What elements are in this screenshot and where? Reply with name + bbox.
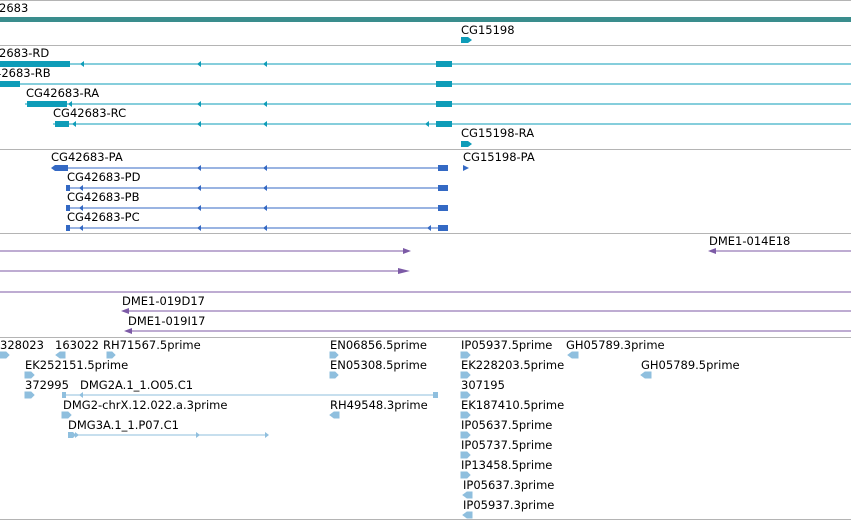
transcript-rd-label[interactable]: 2683-RD — [0, 46, 50, 60]
est-rh49548-label[interactable]: RH49548.3prime — [330, 398, 428, 412]
protein-pa-glyph[interactable] — [51, 165, 448, 171]
est-dmg2a1-label[interactable]: DMG2A.1_1.O05.C1 — [80, 378, 194, 392]
transcript-rc-label[interactable]: CG42683-RC — [53, 106, 127, 120]
protein-pb-glyph[interactable] — [66, 205, 448, 211]
est-dmg2a1-glyph[interactable] — [62, 392, 438, 398]
cg15198-pa-glyph[interactable] — [463, 165, 469, 171]
est-ek252151-label[interactable]: EK252151.5prime — [25, 358, 129, 372]
est-307195-glyph[interactable] — [460, 391, 471, 399]
est-307195-label[interactable]: 307195 — [461, 378, 505, 392]
est-ip05737-5-glyph[interactable] — [460, 451, 471, 459]
est-en06856-glyph[interactable] — [329, 351, 339, 359]
est-372995-label[interactable]: 372995 — [25, 378, 69, 392]
est-rh71567-label[interactable]: RH71567.5prime — [103, 338, 201, 352]
est-gh05789-5-label[interactable]: GH05789.5prime — [641, 358, 740, 372]
est-ek252151-glyph[interactable] — [24, 371, 35, 379]
est-328023-label[interactable]: 328023 — [0, 338, 44, 352]
est-en05308-glyph[interactable] — [329, 371, 339, 379]
est-ek187410-label[interactable]: EK187410.5prime — [461, 398, 565, 412]
est-ip05737-5-label[interactable]: IP05737.5prime — [461, 438, 553, 452]
est-ip05637-5-glyph[interactable] — [460, 431, 471, 439]
track-separator — [0, 45, 851, 46]
est-en06856-label[interactable]: EN06856.5prime — [330, 338, 427, 352]
transcript-ra-label[interactable]: CG42683-RA — [26, 86, 100, 100]
est-ek187410-glyph[interactable] — [460, 411, 471, 419]
gene-label-top[interactable]: 2683 — [0, 1, 29, 15]
clone-line-2[interactable] — [0, 268, 410, 274]
protein-pa-label[interactable]: CG42683-PA — [51, 150, 123, 164]
est-372995-glyph[interactable] — [24, 391, 35, 399]
est-ip05637-3-glyph[interactable] — [462, 491, 473, 499]
clone-dme1-019d17-label[interactable]: DME1-019D17 — [122, 294, 205, 308]
est-ip05937-3-glyph[interactable] — [462, 511, 473, 519]
clone-dme1-019i17-label[interactable]: DME1-019I17 — [128, 314, 206, 328]
est-ek228203-label[interactable]: EK228203.5prime — [461, 358, 565, 372]
est-163022-glyph[interactable] — [55, 351, 66, 359]
est-ek228203-glyph[interactable] — [460, 371, 471, 379]
track-separator — [0, 519, 851, 520]
est-dmg2-chrx-glyph[interactable] — [61, 411, 72, 419]
est-ip13458-5-label[interactable]: IP13458.5prime — [461, 458, 553, 472]
track-separator — [0, 233, 851, 234]
est-dmg2-chrx-label[interactable]: DMG2-chrX.12.022.a.3prime — [63, 398, 228, 412]
transcript-rb-label[interactable]: 42683-RB — [0, 66, 51, 80]
protein-pd-label[interactable]: CG42683-PD — [67, 170, 141, 184]
est-gh05789-5-glyph[interactable] — [640, 371, 652, 379]
est-ip05937-5-label[interactable]: IP05937.5prime — [461, 338, 553, 352]
est-dmg3a1-glyph[interactable] — [68, 432, 269, 438]
est-gh05789-3-label[interactable]: GH05789.3prime — [566, 338, 665, 352]
cg15198-gene-glyph[interactable] — [461, 37, 472, 43]
gene-span-bar[interactable] — [0, 17, 851, 22]
est-ip05637-5-label[interactable]: IP05637.5prime — [461, 418, 553, 432]
track-separator — [0, 149, 851, 150]
transcript-rd-glyph[interactable] — [0, 61, 851, 67]
est-ip05937-5-glyph[interactable] — [460, 351, 471, 359]
cg15198-ra-glyph[interactable] — [461, 141, 472, 147]
est-rh49548-glyph[interactable] — [329, 411, 340, 419]
protein-pc-label[interactable]: CG42683-PC — [67, 210, 140, 224]
est-ip13458-5-glyph[interactable] — [460, 471, 471, 479]
clone-dme1-019d17-glyph[interactable] — [121, 308, 851, 314]
est-328023-glyph[interactable] — [0, 351, 10, 359]
transcript-cg15198-ra-label[interactable]: CG15198-RA — [461, 126, 535, 140]
protein-pb-label[interactable]: CG42683-PB — [67, 190, 140, 204]
est-dmg3a1-label[interactable]: DMG3A.1_1.P07.C1 — [68, 418, 179, 432]
transcript-rc-glyph[interactable] — [53, 121, 851, 127]
est-gh05789-3-glyph[interactable] — [567, 351, 579, 359]
gene-label-cg15198[interactable]: CG15198 — [461, 23, 515, 37]
track-separator — [0, 337, 851, 338]
clone-dme1-014e18-label[interactable]: DME1-014E18 — [709, 234, 791, 248]
protein-pd-glyph[interactable] — [66, 185, 448, 191]
clone-dme1-014e18-glyph[interactable] — [708, 248, 851, 254]
est-ip05637-3-label[interactable]: IP05637.3prime — [463, 478, 555, 492]
est-rh71567-glyph[interactable] — [106, 351, 116, 359]
clone-dme1-019i17-glyph[interactable] — [124, 328, 851, 334]
clone-line-1[interactable] — [0, 248, 411, 254]
transcript-rb-glyph[interactable] — [0, 81, 851, 87]
est-163022-label[interactable]: 163022 — [55, 338, 99, 352]
transcript-ra-glyph[interactable] — [25, 101, 851, 107]
protein-cg15198-pa-label[interactable]: CG15198-PA — [463, 150, 535, 164]
est-en05308-label[interactable]: EN05308.5prime — [330, 358, 427, 372]
track-separator — [0, 0, 851, 1]
protein-pc-glyph[interactable] — [66, 225, 448, 231]
est-ip05937-3-label[interactable]: IP05937.3prime — [463, 498, 555, 512]
